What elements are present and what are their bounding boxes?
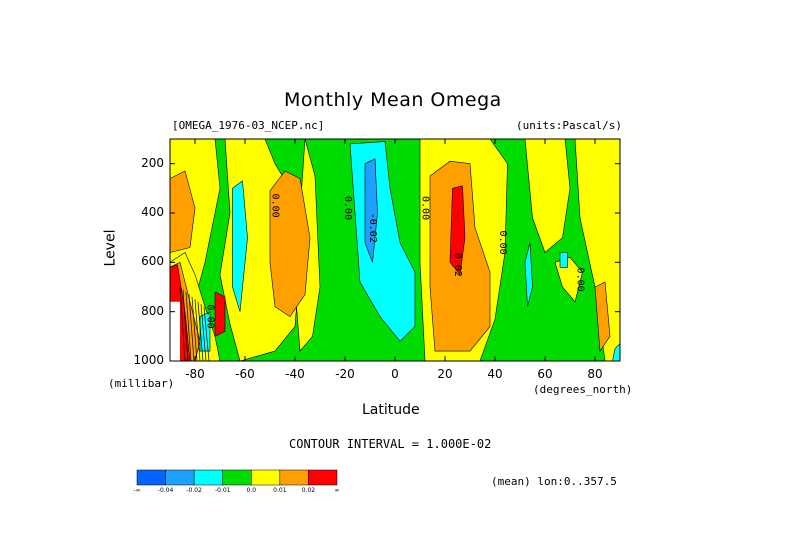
contour-labels: 0.00 0.00 -0.02 0.00 0.02 0.00 0.00 0.00 <box>205 194 586 329</box>
x-tick-label: -20 <box>335 367 355 381</box>
colorbar-label: -0.02 <box>186 487 202 494</box>
colorbar-label: 0.02 <box>301 487 316 494</box>
y-tick-label: 1000 <box>133 353 164 367</box>
contour-line <box>194 299 201 362</box>
contour-line <box>191 296 198 362</box>
x-tick-label: 0 <box>391 367 399 381</box>
colorbar-swatch <box>279 469 309 486</box>
colorbar-label: 0.01 <box>273 487 287 494</box>
field-region <box>232 180 248 312</box>
contour-line <box>197 301 204 362</box>
contour-line <box>182 289 189 362</box>
y-axis-title: Level <box>102 229 119 267</box>
contour-label: -0.02 <box>367 213 378 243</box>
x-tick-label: -80 <box>185 367 205 381</box>
x-tick-label: 60 <box>537 367 553 381</box>
no-data-region <box>170 301 180 361</box>
y-tick-label: 400 <box>141 205 164 219</box>
contour-label: 0.00 <box>420 196 431 220</box>
contour-interval-text: CONTOUR INTERVAL = 1.000E-02 <box>289 437 492 451</box>
colorbar-label: -0.01 <box>214 487 231 494</box>
x-tick-label: -40 <box>285 367 305 381</box>
field-region <box>559 252 568 268</box>
contour-label: 0.00 <box>270 194 281 218</box>
x-tick-label: 80 <box>587 367 603 381</box>
contour-line <box>179 286 186 362</box>
field-region <box>269 170 311 318</box>
x-axis-title: Latitude <box>362 402 420 418</box>
y-axis-unit: (millibar) <box>108 377 175 390</box>
contour-line <box>200 304 207 362</box>
x-axis-unit: (degrees_north) <box>533 383 633 396</box>
x-tick-label: 20 <box>437 367 453 381</box>
chart-title: Monthly Mean Omega <box>284 89 502 111</box>
contour-label: 0.00 <box>575 268 586 292</box>
field-region <box>594 281 611 352</box>
field-region <box>524 242 533 307</box>
field-region <box>214 291 226 337</box>
contour-label: 0.00 <box>342 196 353 220</box>
contour-label: 0.00 <box>497 231 508 255</box>
x-tick-marks <box>194 139 596 361</box>
field-region <box>449 185 466 276</box>
y-tick-label: 600 <box>141 254 164 269</box>
contour-line <box>188 294 195 362</box>
contour-fill <box>169 138 621 362</box>
contour-label: 0.00 <box>205 305 216 329</box>
contour-line <box>203 306 210 362</box>
colorbar-swatch <box>308 469 338 486</box>
x-tick-label: 40 <box>487 367 503 381</box>
units-label: (units:Pascal/s) <box>516 119 622 132</box>
y-tick-label: 200 <box>141 155 164 170</box>
colorbar <box>136 469 338 486</box>
field-region <box>364 158 378 263</box>
colorbar-swatch <box>136 469 166 486</box>
x-tick-label: -60 <box>235 367 255 381</box>
colorbar-label: -∞ <box>133 487 141 494</box>
colorbar-swatch <box>251 469 281 486</box>
colorbar-swatch <box>222 469 252 486</box>
colorbar-label: -0.04 <box>157 487 174 494</box>
colorbar-swatch <box>193 469 223 486</box>
contour-line <box>185 291 192 362</box>
colorbar-label: 0.0 <box>246 487 257 494</box>
colorbar-label: ∞ <box>334 487 340 494</box>
dataset-label: [OMEGA_1976-03_NCEP.nc] <box>172 119 325 132</box>
footer-text: (mean) lon:0..357.5 <box>491 475 617 488</box>
y-tick-label: 800 <box>141 303 164 318</box>
contour-label: 0.02 <box>452 253 463 277</box>
colorbar-swatch <box>165 469 195 486</box>
y-tick-marks <box>170 163 620 362</box>
